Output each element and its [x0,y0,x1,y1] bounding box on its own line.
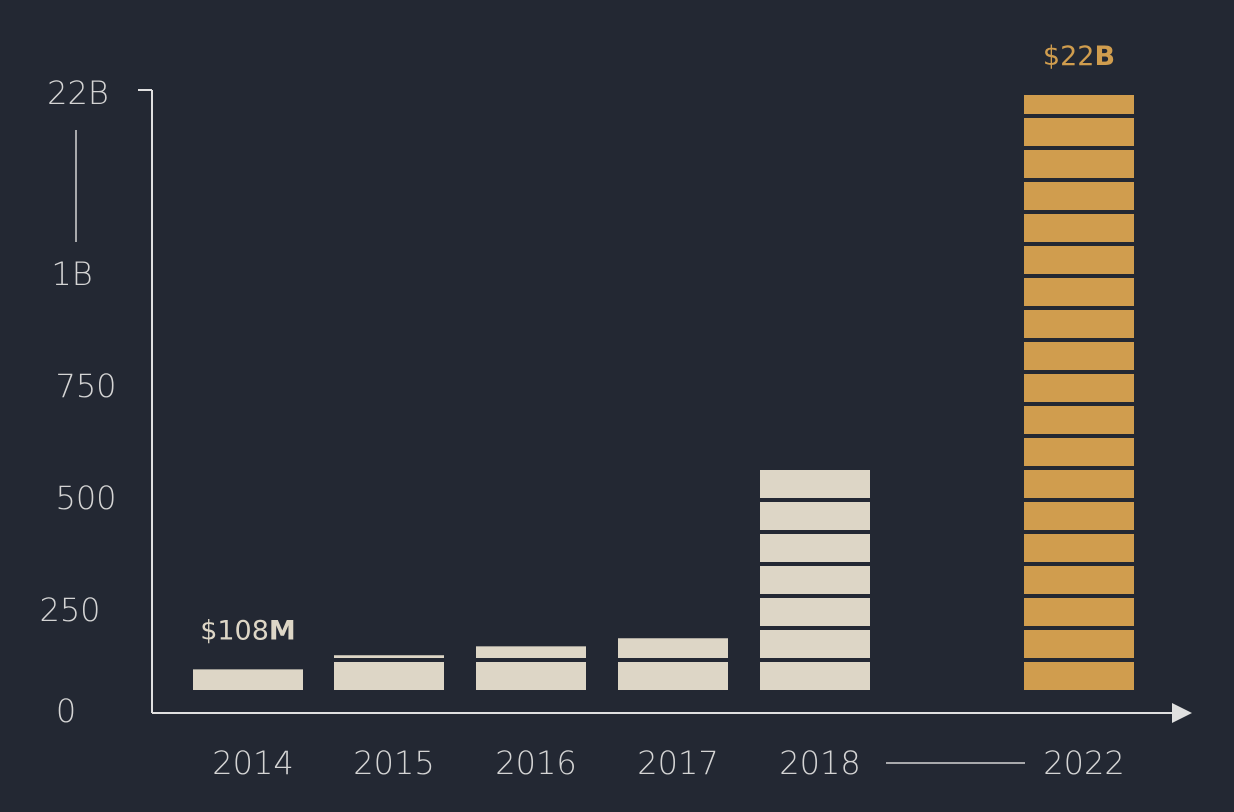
bar-divider [760,530,870,534]
bar-divider [1024,594,1134,598]
bar-divider [1024,306,1134,310]
bar-divider [1024,370,1134,374]
x-tick-label: 2017 [637,744,718,782]
y-tick-label: 500 [55,479,116,517]
y-tick-label: 250 [39,591,100,629]
bar-divider [760,466,870,470]
x-tick-label: 2015 [353,744,434,782]
x-tick-label: 2014 [212,744,293,782]
bar-divider [1024,146,1134,150]
bar-divider [1024,434,1134,438]
y-tick-label: 1B [51,255,92,293]
bar-divider [1024,626,1134,630]
bar-divider [1024,274,1134,278]
bar-divider [1024,498,1134,502]
y-tick-label: 22B [47,74,109,112]
bar-divider [760,498,870,502]
bar-divider [760,658,870,662]
bar-divider [1024,402,1134,406]
value-label: $108M [200,615,296,646]
x-tick-label: 2018 [779,744,860,782]
bar [618,638,728,690]
y-tick-label: 0 [56,692,76,730]
x-tick-label: 2022 [1043,744,1124,782]
bar [760,468,870,690]
bar-divider [1024,338,1134,342]
bar-divider [1024,114,1134,118]
bar [193,669,303,690]
bar-divider [1024,466,1134,470]
bar-divider [1024,562,1134,566]
bar-divider [1024,178,1134,182]
bar-divider [760,562,870,566]
x-axis-arrow [1172,703,1192,723]
bar-divider [476,658,586,662]
bar-divider [618,658,728,662]
bar-divider [760,594,870,598]
bar-divider [1024,242,1134,246]
bar-divider [334,658,444,662]
x-tick-label: 2016 [495,744,576,782]
value-label: $22B [1043,41,1115,72]
bar-divider [1024,530,1134,534]
bar [476,646,586,690]
y-tick-label: 750 [55,367,116,405]
bar [1024,95,1134,690]
bar-divider [1024,658,1134,662]
bar-divider [1024,210,1134,214]
bar-divider [760,626,870,630]
